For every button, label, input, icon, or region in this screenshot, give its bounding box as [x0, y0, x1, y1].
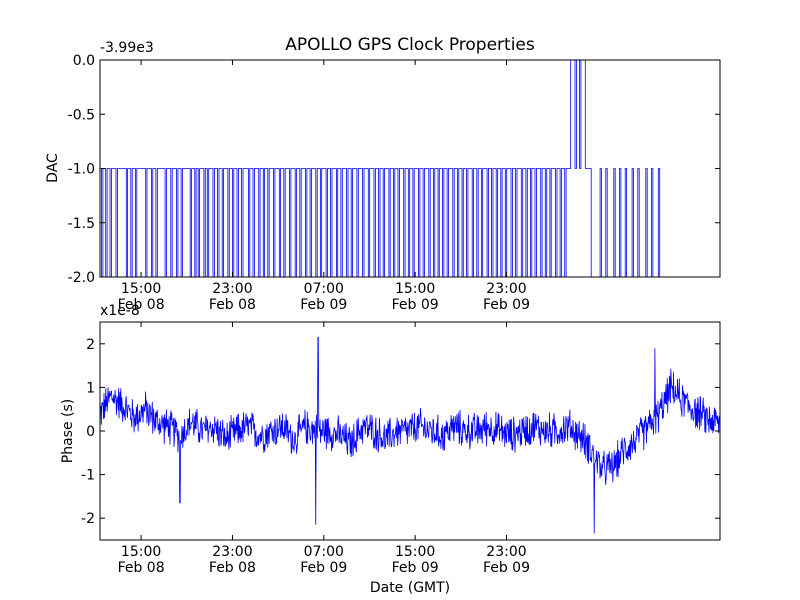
x-tick-date-label: Feb 08 [118, 560, 165, 576]
y-tick-label: -1.5 [68, 216, 95, 232]
x-tick-time-label: 15:00 [395, 544, 435, 560]
phase-y-axis-label: Phase (s) [60, 399, 76, 463]
x-tick-date-label: Feb 09 [300, 297, 347, 313]
x-tick-date-label: Feb 09 [483, 297, 530, 313]
y-tick-label: 0 [86, 424, 95, 440]
phase-series-line [99, 336, 721, 534]
y-tick-label: -1 [81, 468, 95, 484]
phase-y-ticks: 2 1 0 -1 -2 [81, 337, 720, 527]
x-tick-date-label: Feb 09 [300, 560, 347, 576]
dac-y-ticks: 0.0 -0.5 -1.0 -1.5 -2.0 [68, 53, 720, 286]
x-tick-date-label: Feb 08 [209, 297, 256, 313]
chart-title: APOLLO GPS Clock Properties [285, 35, 535, 55]
x-tick-time-label: 07:00 [304, 281, 344, 297]
x-tick-date-label: Feb 08 [209, 560, 256, 576]
y-tick-label: 0.0 [73, 53, 95, 69]
x-tick-time-label: 15:00 [121, 281, 161, 297]
phase-offset-label: x1e-8 [100, 303, 140, 319]
x-axis-label: Date (GMT) [370, 580, 450, 596]
x-tick-time-label: 15:00 [121, 544, 161, 560]
y-tick-label: -2.0 [68, 270, 95, 286]
x-tick-time-label: 23:00 [486, 544, 526, 560]
x-tick-time-label: 15:00 [395, 281, 435, 297]
x-tick-date-label: Feb 09 [392, 297, 439, 313]
x-tick-time-label: 23:00 [212, 544, 252, 560]
y-tick-label: 2 [86, 337, 95, 353]
y-tick-label: -0.5 [68, 107, 95, 123]
y-tick-label: 1 [86, 380, 95, 396]
x-tick-date-label: Feb 09 [483, 560, 530, 576]
dac-y-axis-label: DAC [45, 153, 61, 183]
y-tick-label: -2 [81, 511, 95, 527]
phase-plot-area [99, 336, 721, 534]
x-tick-time-label: 07:00 [304, 544, 344, 560]
x-tick-time-label: 23:00 [486, 281, 526, 297]
dac-plot-area [100, 59, 666, 278]
x-tick-date-label: Feb 09 [392, 560, 439, 576]
y-tick-label: -1.0 [68, 162, 95, 178]
dac-offset-label: -3.99e3 [100, 40, 154, 56]
x-tick-time-label: 23:00 [212, 281, 252, 297]
x-tick-date-label: Feb 08 [118, 297, 165, 313]
dac-series-line [100, 59, 666, 278]
